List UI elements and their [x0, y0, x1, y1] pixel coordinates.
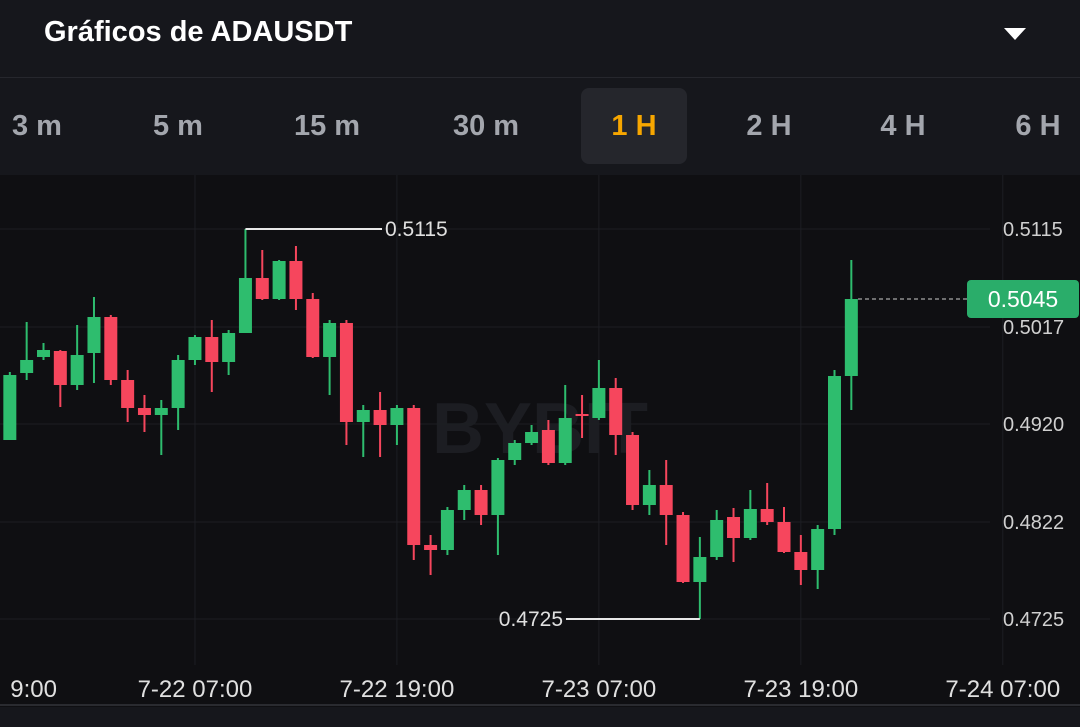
candle-body — [407, 408, 421, 545]
interval-tab[interactable]: 6 H — [1015, 110, 1061, 142]
candle-body — [777, 522, 791, 552]
y-tick-label: 0.4920 — [1003, 414, 1064, 436]
candle-body — [70, 355, 84, 385]
candle-body — [356, 410, 370, 422]
y-tick-label: 0.4822 — [1003, 512, 1064, 534]
x-tick-label: 7-23 19:00 — [743, 676, 858, 703]
candle-body — [693, 557, 707, 582]
interval-tab[interactable]: 3 m — [12, 110, 62, 142]
interval-tab[interactable]: 30 m — [452, 110, 520, 142]
last-price-label: 0.5045 — [988, 286, 1058, 312]
candle-body — [592, 388, 606, 418]
candle-body — [53, 351, 67, 385]
dropdown-caret[interactable] — [1003, 26, 1027, 42]
candle-body — [121, 380, 135, 408]
max-marker-label: 0.5115 — [385, 218, 448, 241]
candle-body — [811, 529, 825, 570]
candle-body — [36, 350, 50, 357]
candle-body — [659, 485, 673, 515]
candle-body — [710, 520, 724, 557]
interval-tab[interactable]: 15 m — [293, 110, 361, 142]
candle-body — [609, 388, 623, 435]
candle-body — [188, 337, 202, 360]
y-tick-label: 0.5017 — [1003, 317, 1064, 339]
min-marker-label: 0.4725 — [499, 608, 563, 631]
bottom-bar — [0, 707, 1080, 727]
interval-tab[interactable]: 1 H — [581, 88, 687, 164]
candle-body — [743, 509, 757, 538]
y-tick-label: 0.5115 — [1003, 219, 1063, 241]
interval-tab[interactable]: 2 H — [746, 110, 792, 142]
interval-tab[interactable]: 5 m — [153, 110, 203, 142]
candle-body — [440, 510, 454, 550]
x-tick-label: 7-22 19:00 — [340, 676, 455, 703]
x-tick-label: 7-23 07:00 — [541, 676, 656, 703]
x-tick-label: 9:00 — [10, 676, 57, 703]
candle-body — [289, 261, 303, 299]
candle-body — [575, 414, 589, 416]
candle-body — [104, 317, 118, 380]
header: Gráficos de ADAUSDT — [0, 0, 1080, 78]
candle-body — [626, 435, 640, 505]
candle-body — [3, 375, 17, 440]
candle-body — [508, 443, 522, 460]
candle-body — [222, 333, 236, 362]
last-price-tag — [967, 280, 1079, 318]
candle-body — [255, 278, 269, 299]
candle-body — [373, 410, 387, 425]
candle-body — [844, 299, 858, 376]
interval-tab[interactable]: 4 H — [880, 110, 926, 142]
candle-body — [642, 485, 656, 505]
candle-body — [457, 490, 471, 510]
candle-body — [137, 408, 151, 415]
candle-body — [171, 360, 185, 408]
x-tick-label: 7-22 07:00 — [138, 676, 253, 703]
x-tick-label: 7-24 07:00 — [945, 676, 1060, 703]
candle-body — [541, 430, 555, 463]
candle-body — [390, 408, 404, 425]
candle-body — [525, 432, 539, 443]
candle-body — [558, 418, 572, 463]
candle-body — [87, 317, 101, 353]
candle-body — [676, 515, 690, 582]
candle-body — [339, 323, 353, 422]
candle-body — [272, 261, 286, 299]
candle-body — [424, 545, 438, 550]
header-title: Gráficos de ADAUSDT — [44, 16, 353, 48]
candle-body — [306, 299, 320, 357]
interval-tabs: 3 m 5 m 15 m 30 m 1 H 2 H 4 H 6 H — [0, 78, 1080, 175]
candle-body — [474, 490, 488, 515]
candle-body — [491, 460, 505, 515]
candle-body — [20, 360, 34, 373]
candle-body — [828, 376, 841, 529]
candle-body — [727, 517, 741, 538]
y-tick-label: 0.4725 — [1003, 609, 1064, 631]
candle-body — [154, 408, 168, 415]
candle-body — [323, 323, 337, 357]
candle-body — [760, 509, 774, 522]
candle-body — [205, 337, 219, 362]
candle-body — [238, 278, 252, 333]
candle-body — [794, 552, 808, 570]
